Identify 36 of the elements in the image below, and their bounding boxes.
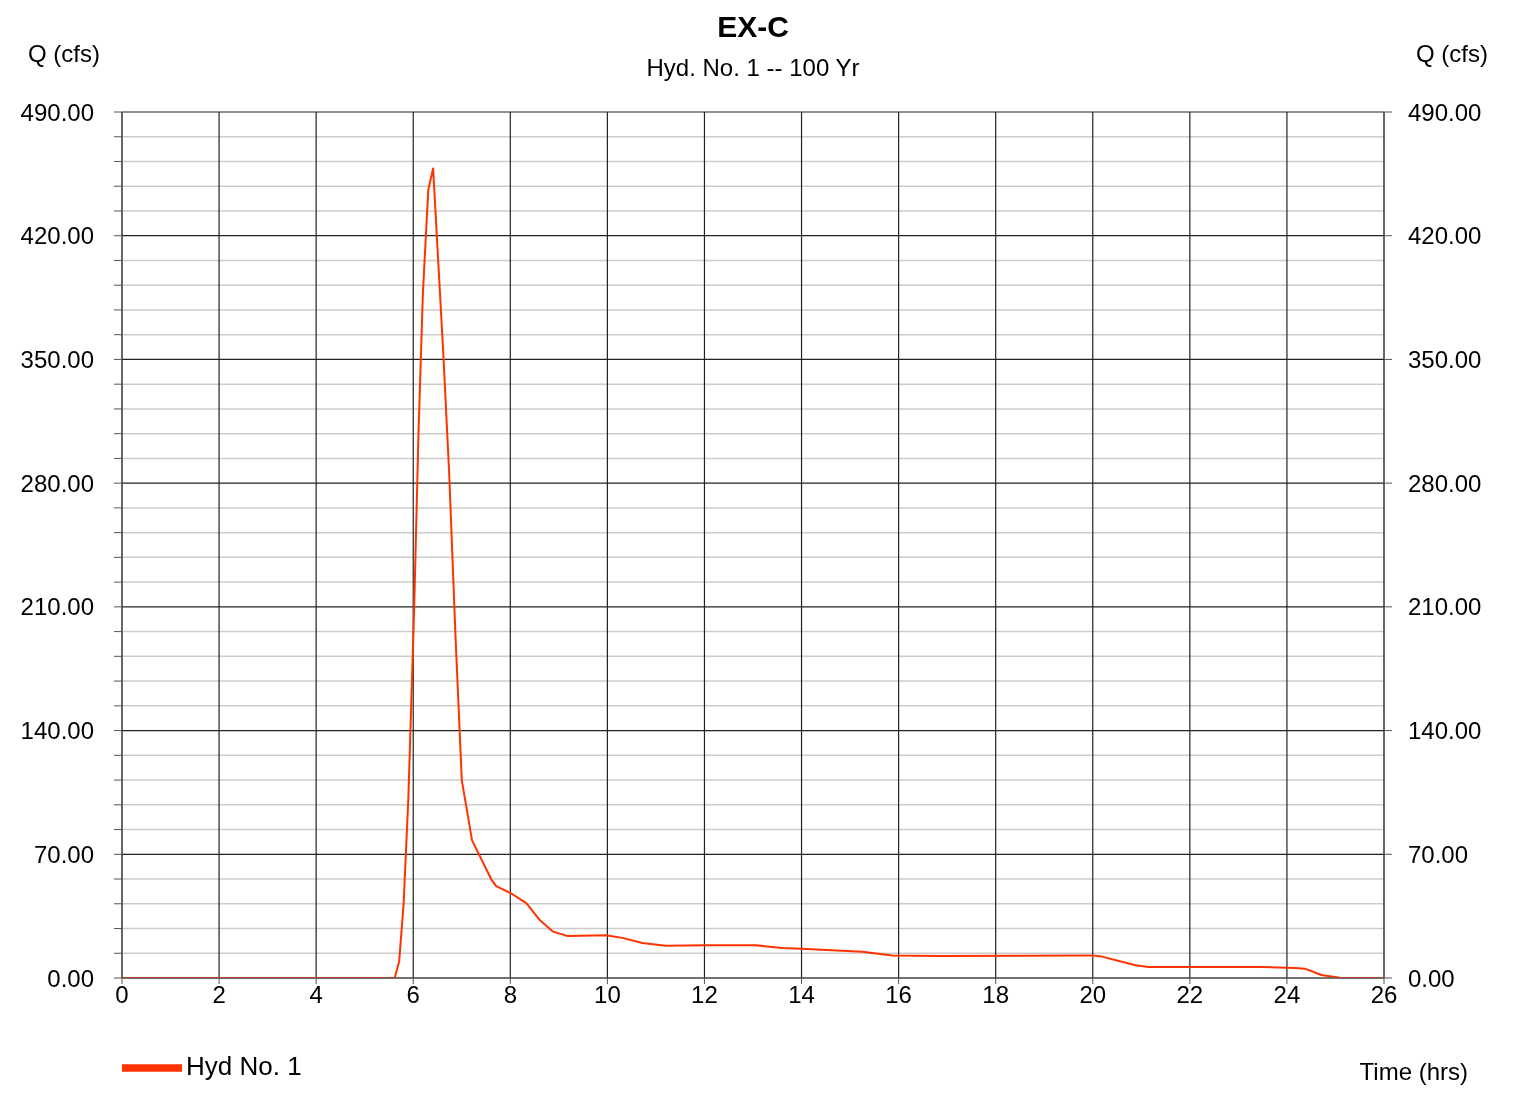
y2-tick-label: 420.00 [1408,222,1482,250]
x-tick-label: 26 [1370,981,1398,1009]
x-tick-label: 16 [885,981,912,1009]
x-tick-label: 0 [115,981,129,1009]
y2-tick-label: 490.00 [1408,98,1482,126]
y-tick-label: 280.00 [20,469,94,497]
legend-label: Hyd No. 1 [186,1050,302,1081]
y-tick-label: 490.00 [20,98,94,126]
y2-tick-label: 140.00 [1408,717,1482,745]
y-tick-label: 420.00 [20,222,94,250]
x-tick-label: 14 [788,981,815,1009]
y-tick-label: 70.00 [33,840,94,868]
y2-tick-label: 350.00 [1408,345,1482,373]
y-tick-label: 210.00 [20,593,94,621]
y2-tick-label: 280.00 [1408,469,1482,497]
x-tick-label: 18 [982,981,1010,1009]
y2-tick-label: 70.00 [1408,840,1469,868]
y-tick-label: 0.00 [47,964,94,992]
chart-subtitle: Hyd. No. 1 -- 100 Yr [646,54,860,81]
y-axis-title: Q (cfs) [28,40,100,68]
x-tick-label: 10 [594,981,621,1009]
x-tick-label: 8 [503,981,517,1009]
x-tick-label: 12 [691,981,718,1009]
x-tick-label: 20 [1079,981,1107,1009]
chart-title: EX-C [717,10,789,43]
y-tick-label: 140.00 [20,717,94,745]
x-tick-label: 22 [1176,981,1204,1009]
y2-axis-title: Q (cfs) [1416,40,1488,68]
y-tick-label: 350.00 [20,345,94,373]
x-tick-label: 24 [1273,981,1301,1009]
y2-tick-label: 210.00 [1408,593,1482,621]
x-axis-title: Time (hrs) [1359,1058,1468,1086]
x-tick-label: 6 [406,981,420,1009]
x-tick-label: 4 [309,981,323,1009]
x-tick-label: 2 [212,981,226,1009]
y2-tick-label: 0.00 [1408,964,1455,992]
